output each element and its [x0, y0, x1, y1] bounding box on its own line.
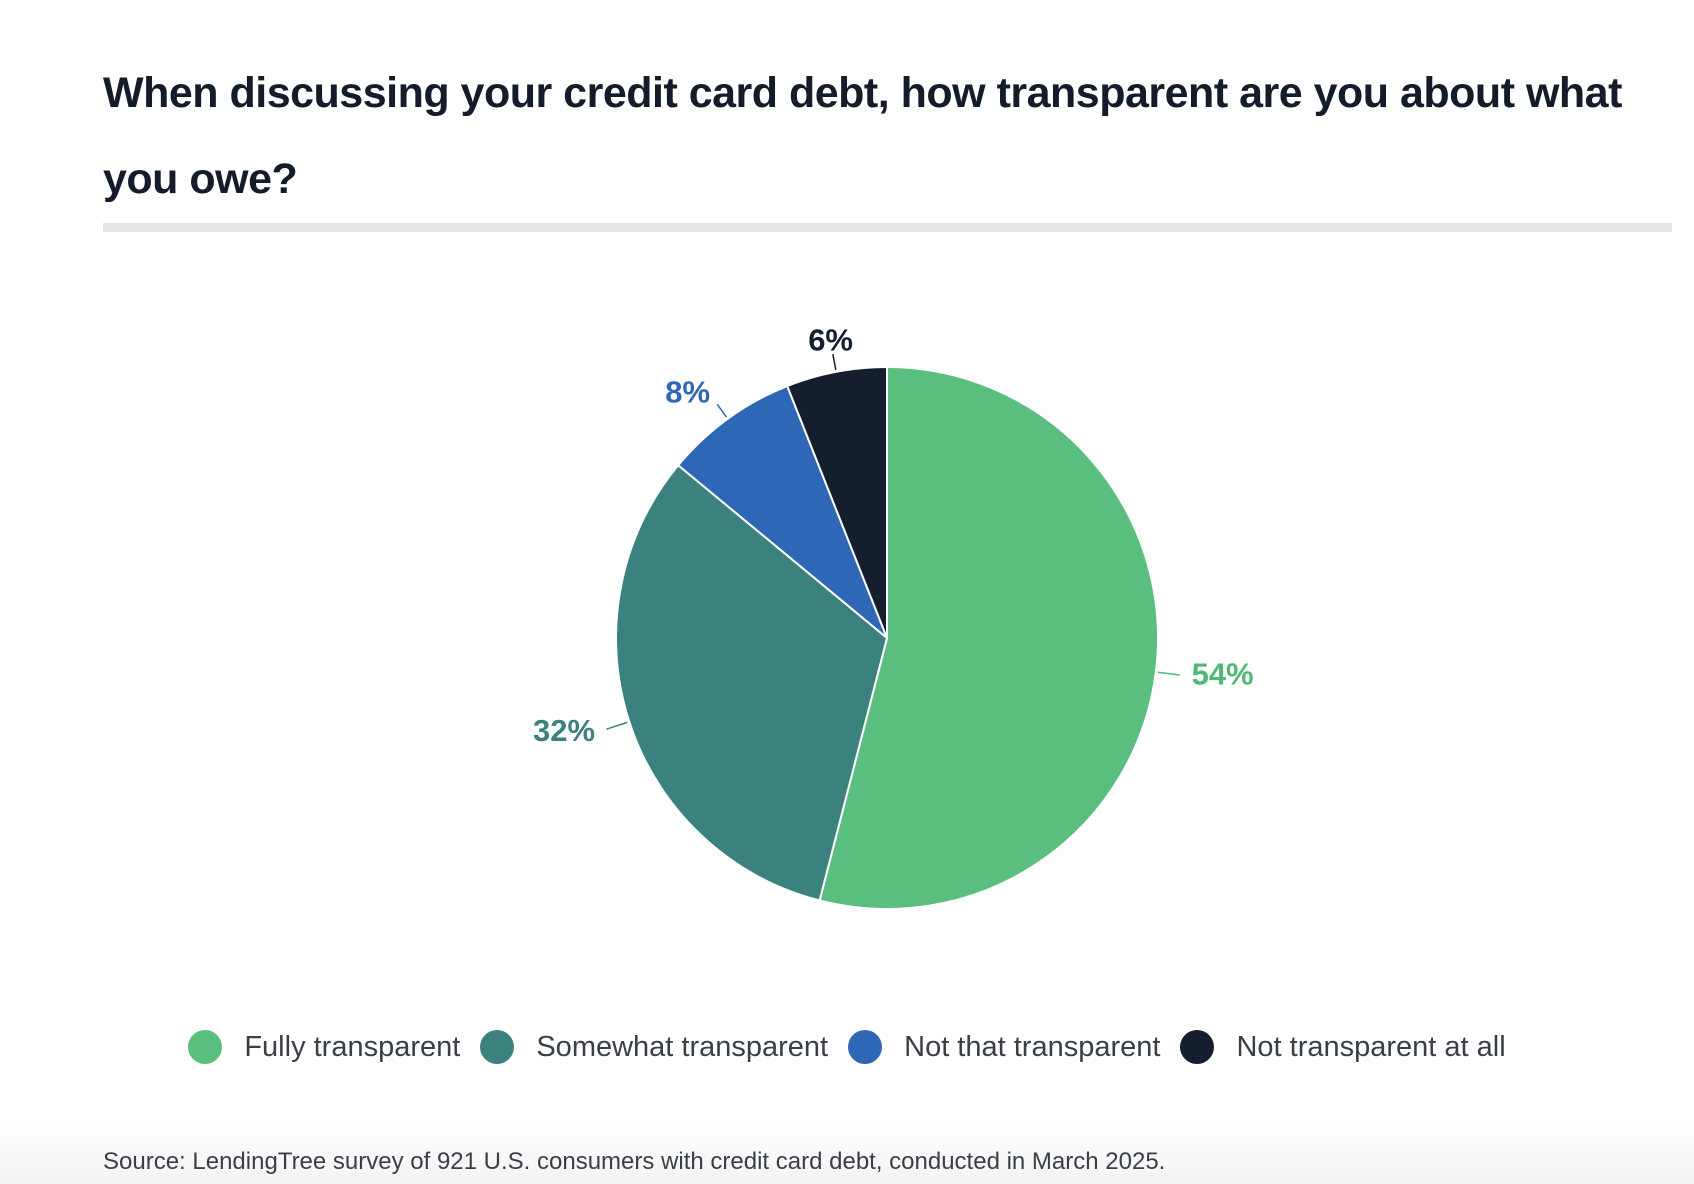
legend-item-fully-transparent[interactable]: Fully transparent	[188, 1030, 460, 1064]
legend-swatch-not-transparent-at-all	[1180, 1030, 1215, 1064]
data-label-not-transparent-at-all: 6%	[808, 323, 853, 358]
label-connector-not-transparent-at-all	[832, 353, 837, 370]
legend-label-not-that-transparent: Not that transparent	[904, 1030, 1161, 1063]
legend-item-not-that-transparent[interactable]: Not that transparent	[848, 1030, 1160, 1064]
legend-swatch-not-that-transparent	[848, 1030, 883, 1064]
legend-swatch-somewhat-transparent	[480, 1030, 515, 1064]
legend-item-not-transparent-at-all[interactable]: Not transparent at all	[1180, 1030, 1506, 1064]
label-connector-not-that-transparent	[716, 403, 728, 418]
legend-item-somewhat-transparent[interactable]: Somewhat transparent	[480, 1030, 828, 1064]
data-label-not-that-transparent: 8%	[665, 375, 710, 410]
legend-swatch-fully-transparent	[188, 1030, 223, 1064]
label-connector-somewhat-transparent	[606, 721, 628, 730]
pie-slice-not-that-transparent	[676, 384, 888, 639]
chart-title: When discussing your credit card debt, h…	[103, 69, 1622, 203]
pie-slice-not-transparent-at-all	[785, 365, 888, 639]
title-divider	[103, 223, 1672, 232]
pie-slice-somewhat-transparent	[615, 463, 889, 902]
pie-slice-fully-transparent	[818, 365, 1159, 910]
chart-legend: Fully transparent Somewhat transparent Not…	[0, 1030, 1694, 1064]
source-band	[0, 1120, 1694, 1184]
data-label-somewhat-transparent: 32%	[533, 713, 595, 748]
legend-label-not-transparent-at-all: Not transparent at all	[1236, 1030, 1506, 1063]
legend-label-fully-transparent: Fully transparent	[244, 1030, 461, 1063]
pie-chart: 54% 32% 8% 6%	[533, 323, 1254, 910]
data-label-fully-transparent: 54%	[1192, 657, 1254, 692]
source-note: Source: LendingTree survey of 921 U.S. c…	[103, 1148, 1166, 1175]
legend-label-somewhat-transparent: Somewhat transparent	[536, 1030, 829, 1063]
label-connector-fully-transparent	[1157, 671, 1180, 676]
